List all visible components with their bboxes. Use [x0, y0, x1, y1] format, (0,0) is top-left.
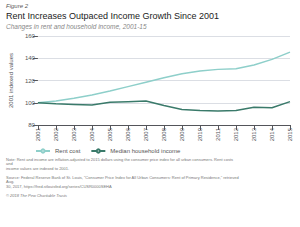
svg-text:2004: 2004: [89, 127, 95, 141]
svg-text:2015: 2015: [287, 127, 293, 141]
svg-text:Rent cost: Rent cost: [55, 148, 81, 154]
svg-text:Note: Rent and income are infl: Note: Rent and income are inflation-adju…: [6, 157, 234, 162]
svg-text:2005: 2005: [107, 127, 113, 141]
svg-text:Median household income: Median household income: [110, 148, 181, 154]
svg-text:120: 120: [25, 78, 36, 84]
svg-text:2006: 2006: [125, 127, 131, 141]
svg-text:2011: 2011: [215, 127, 221, 141]
svg-text:2001: 2001: [35, 127, 41, 141]
svg-text:and: and: [6, 160, 13, 166]
svg-text:2008: 2008: [161, 127, 167, 141]
svg-text:2003: 2003: [71, 127, 77, 141]
svg-text:30, 2017, https://fred.stlouis: 30, 2017, https://fred.stlouisfed.org/se…: [6, 184, 112, 189]
svg-text:Aug.: Aug.: [6, 178, 15, 184]
svg-text:income values are indexed to 2: income values are indexed to 2001.: [6, 166, 69, 171]
svg-text:Changes in rent and household: Changes in rent and household income, 20…: [6, 23, 147, 31]
svg-text:Source: Federal Reserve Bank o: Source: Federal Reserve Bank of St. Loui…: [6, 175, 240, 180]
svg-text:2002: 2002: [53, 127, 59, 141]
svg-text:Rent Increases Outpaced Income: Rent Increases Outpaced Income Growth Si…: [6, 11, 219, 21]
svg-text:Figure 2: Figure 2: [6, 3, 29, 9]
svg-text:2010: 2010: [197, 127, 203, 141]
svg-text:2009: 2009: [179, 127, 185, 141]
svg-text:140: 140: [25, 55, 36, 61]
svg-text:2013: 2013: [251, 127, 257, 141]
svg-text:160: 160: [25, 33, 36, 39]
svg-text:2001 indexed values: 2001 indexed values: [8, 53, 14, 108]
svg-text:© 2018 The Pew Charitable Trus: © 2018 The Pew Charitable Trusts: [6, 193, 67, 198]
svg-text:2014: 2014: [269, 127, 275, 141]
svg-text:100: 100: [25, 100, 36, 106]
svg-text:2007: 2007: [143, 127, 149, 141]
svg-text:80: 80: [28, 122, 35, 128]
svg-text:2012: 2012: [233, 127, 239, 141]
